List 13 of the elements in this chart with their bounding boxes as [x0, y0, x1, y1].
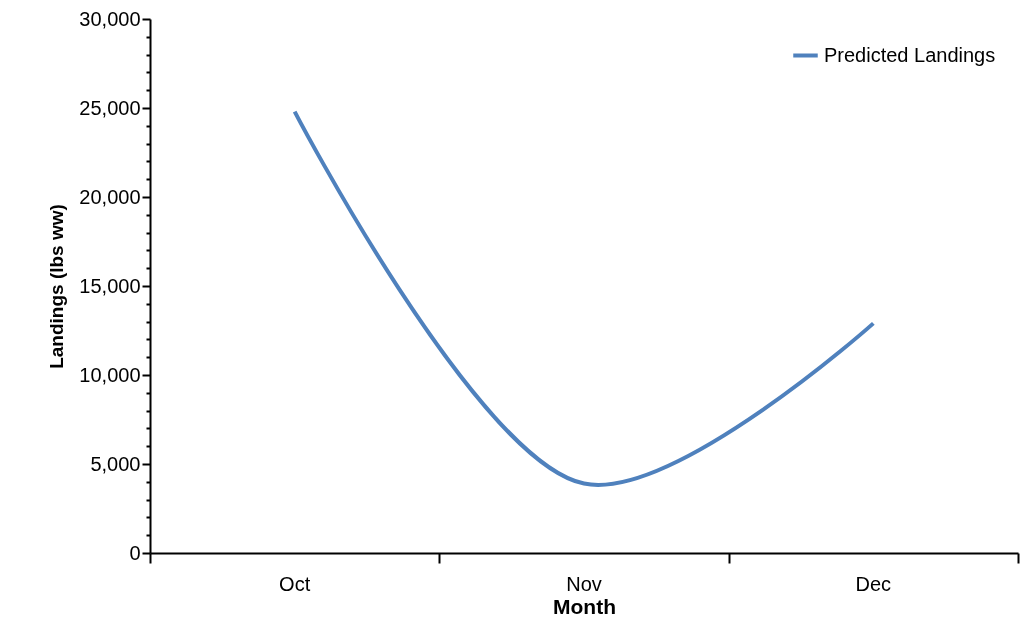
y-tick-label: 20,000	[79, 185, 141, 208]
legend-label: Predicted Landings	[824, 43, 996, 66]
y-tick-label: 5,000	[90, 452, 141, 475]
x-tick-label: Oct	[279, 573, 311, 595]
y-tick-label: 10,000	[79, 363, 141, 386]
y-tick-label: 25,000	[79, 96, 141, 119]
x-axis-title: Month	[553, 594, 616, 618]
y-axis-title: Landings (lbs ww)	[46, 204, 68, 369]
y-tick-label: 15,000	[79, 274, 141, 297]
x-tick-label: Dec	[855, 573, 892, 595]
x-tick-label: Nov	[566, 573, 602, 595]
y-tick-label: 0	[129, 541, 141, 564]
y-tick-label: 30,000	[79, 7, 141, 30]
